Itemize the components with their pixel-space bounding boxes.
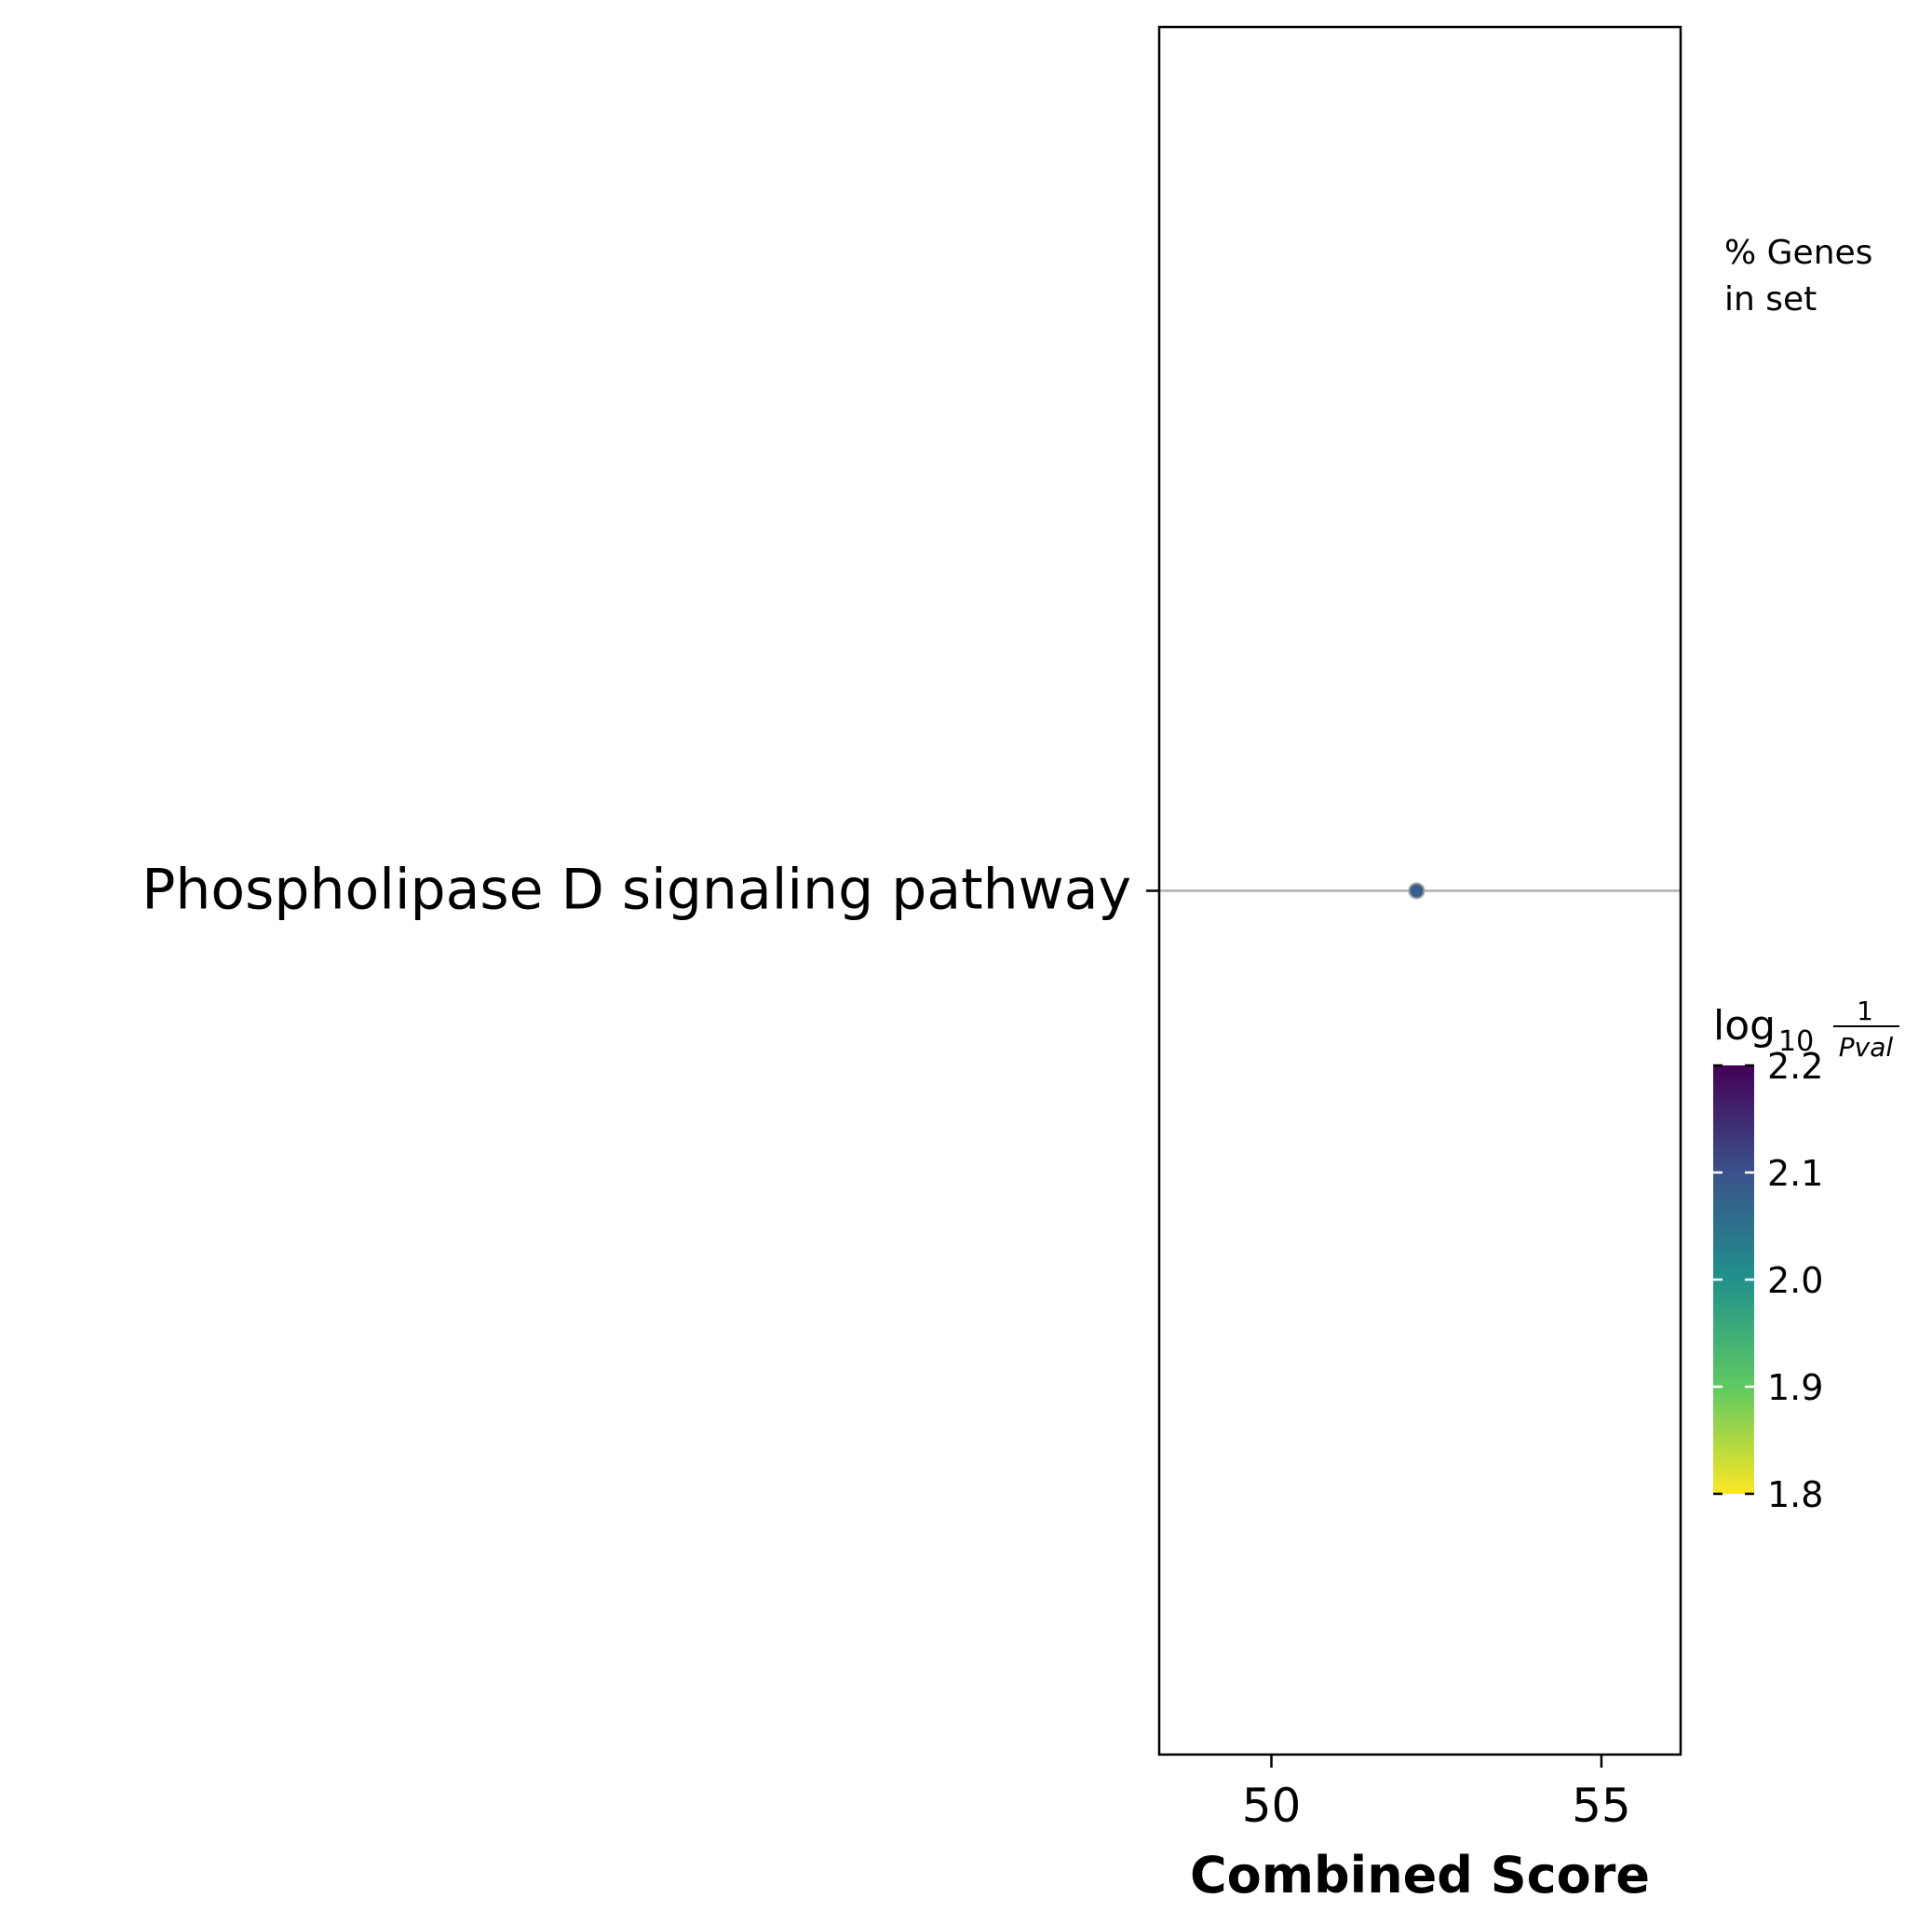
colorbar-label-base: 10 bbox=[1778, 1025, 1814, 1058]
colorbar-tick-label: 2.0 bbox=[1767, 1260, 1823, 1301]
colorbar-ticks: 1.8 1.9 2.0 2.1 2.2 bbox=[1713, 1046, 1823, 1515]
x-axis-ticks: 50 55 bbox=[1242, 1755, 1631, 1833]
x-tick-label: 50 bbox=[1242, 1779, 1302, 1833]
colorbar-label-numerator: 1 bbox=[1857, 996, 1873, 1026]
y-tick-label: Phospholipase D signaling pathway bbox=[142, 858, 1131, 923]
colorbar-tick-label: 1.8 bbox=[1767, 1474, 1823, 1515]
x-tick-label: 55 bbox=[1572, 1779, 1631, 1833]
colorbar-tick-label: 2.1 bbox=[1767, 1153, 1823, 1194]
colorbar-label: log 10 1 Pval bbox=[1713, 996, 1899, 1063]
y-axis-ticks: Phospholipase D signaling pathway bbox=[142, 858, 1159, 923]
colorbar-tick-label: 2.2 bbox=[1767, 1046, 1823, 1087]
x-axis-label: Combined Score bbox=[1190, 1846, 1650, 1905]
size-legend-title-line2: in set bbox=[1724, 280, 1817, 319]
size-legend-title-line1: % Genes bbox=[1724, 234, 1872, 272]
data-point bbox=[1408, 882, 1425, 900]
colorbar-label-denominator: Pval bbox=[1839, 1032, 1894, 1063]
data-points bbox=[1408, 882, 1425, 900]
colorbar-tick-label: 1.9 bbox=[1767, 1367, 1823, 1408]
colorbar-label-log: log bbox=[1713, 1002, 1776, 1050]
